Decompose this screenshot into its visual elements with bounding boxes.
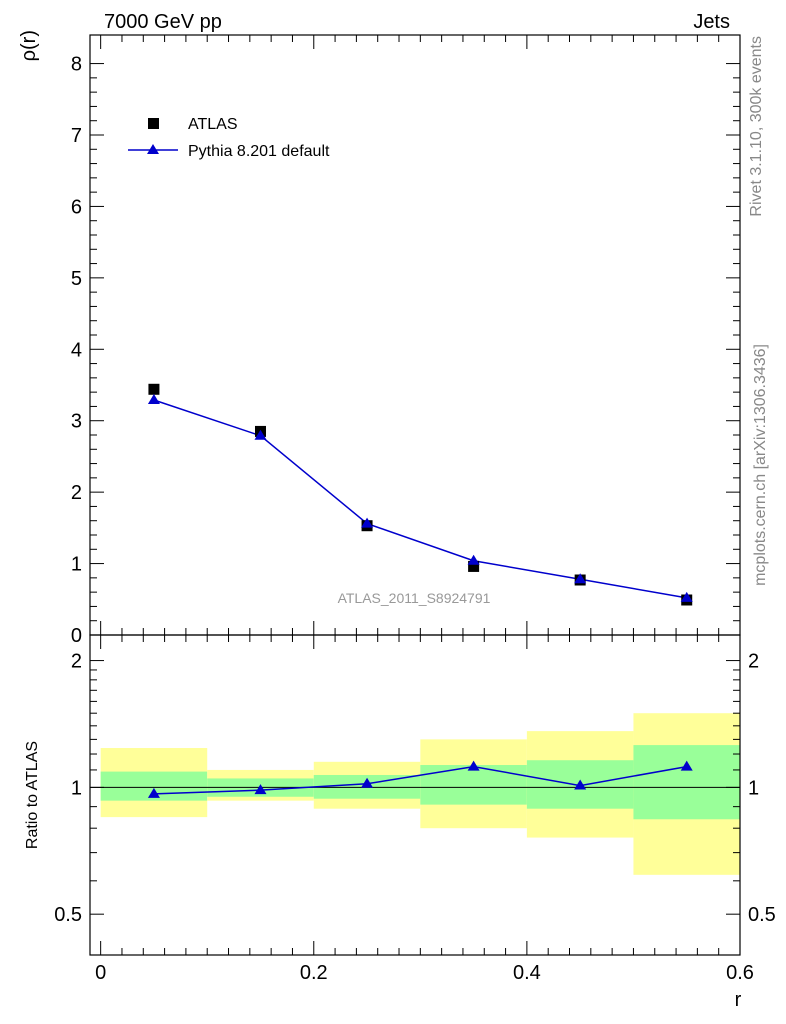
main-y-tick-label: 6 [71,196,82,218]
ratio-point-pythia [147,787,160,798]
main-y-tick-label: 7 [71,125,82,147]
ratio-point-pythia [361,777,374,788]
series-line-pythia [153,399,687,599]
main-panel: 0 1 2 3 4 5 6 7 8 ATLAS_2011_S8924791 ρ(r) ATLAS… [18,30,741,647]
ratio-point-pythia [680,760,693,771]
ratio-y-tick-label: 0.5 [54,904,82,926]
side-text-mcplots: mcplots.cern.ch [arXiv:1306.3436] [752,344,769,586]
main-y-tick-label: 1 [71,554,82,576]
ratio-y-tick-label-right: 1 [748,777,759,799]
legend-atlas-label: ATLAS [188,116,238,133]
ratio-point-pythia [254,784,267,795]
data-point-pythia [467,554,480,565]
ratio-y-tick-label-right: 2 [748,651,759,673]
main-y-tick-label: 4 [71,339,82,361]
ratio-y-tick-label: 1 [71,777,82,799]
ratio-band-inner [420,765,527,805]
x-tick-label: 0.6 [726,962,754,984]
ratio-y-tick-label-right: 0.5 [748,904,776,926]
ratio-point-pythia [467,760,480,771]
legend-mc-marker [147,144,159,154]
main-y-tick-label: 0 [71,625,82,647]
main-y-tick-label: 5 [71,268,82,290]
ratio-point-pythia [574,779,587,790]
legend-mc-label: Pythia 8.201 default [188,143,330,160]
ratio-band-inner [633,745,740,820]
x-tick-label: 0.2 [300,962,328,984]
ratio-y-tick-label: 2 [71,651,82,673]
ratio-plot-area: 0.5 0.5 1 1 2 2 0 0.2 0.4 0.6 [54,634,776,984]
main-y-tick-label: 2 [71,482,82,504]
x-tick-label: 0 [95,962,106,984]
ratio-panel: 0.5 0.5 1 1 2 2 0 0.2 0.4 0.6 Ratio to ATLAS r [24,634,776,1011]
main-y-tick-label: 3 [71,411,82,433]
x-tick-label: 0.4 [513,962,541,984]
header-right: Jets [693,11,730,33]
data-point-atlas [148,383,160,395]
ratio-series-line-pythia [153,765,687,795]
ratio-y-axis-label: Ratio to ATLAS [24,741,41,849]
watermark: ATLAS_2011_S8924791 [338,590,491,606]
main-y-tick-label: 8 [71,54,82,76]
side-text-rivet: Rivet 3.1.10, 300k events [748,36,765,217]
data-point-pythia [361,517,374,528]
data-point-pythia [147,394,160,404]
ratio-frame [89,634,741,956]
data-point-pythia [574,573,587,584]
data-point-pythia [254,429,267,440]
data-point-atlas [468,560,480,572]
legend: ATLAS Pythia 8.201 default [128,116,330,160]
x-axis-label: r [735,989,742,1011]
header-left: 7000 GeV pp [104,11,222,33]
main-plot-area: 0 1 2 3 4 5 6 7 8 [71,34,741,647]
legend-atlas-marker [148,118,159,129]
main-y-axis-label: ρ(r) [18,30,40,61]
data-point-pythia [680,591,693,602]
